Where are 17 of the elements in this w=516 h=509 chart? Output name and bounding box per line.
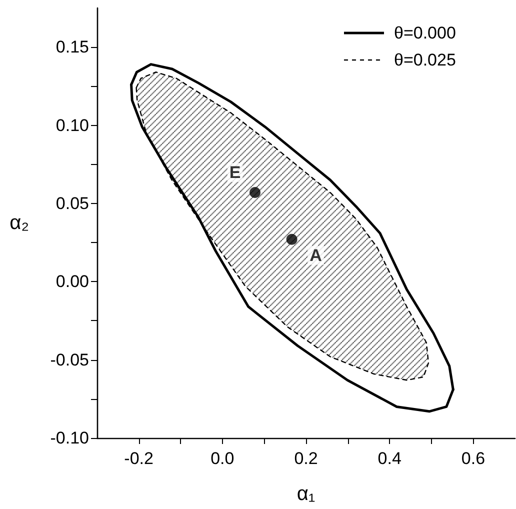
x-tick-label: 0.2 bbox=[294, 449, 318, 468]
x-tick-label: 0.6 bbox=[461, 449, 486, 468]
y-tick-label: 0.10 bbox=[56, 116, 89, 135]
x-axis-title: α₁ bbox=[296, 483, 316, 505]
x-tick-label: 0.4 bbox=[378, 449, 402, 468]
x-tick-label: 0.0 bbox=[210, 449, 234, 468]
y-tick-label: -0.05 bbox=[50, 350, 89, 370]
y-tick-label: 0.05 bbox=[56, 194, 89, 213]
y-tick-label: 0.00 bbox=[56, 272, 89, 292]
annotation: A bbox=[310, 246, 322, 265]
x-tick-label: -0.2 bbox=[124, 449, 154, 468]
y-tick-label: 0.15 bbox=[56, 38, 89, 57]
annotation: E bbox=[229, 163, 241, 182]
y-axis-title: α₂ bbox=[10, 212, 29, 234]
legend-label: θ=0.025 bbox=[394, 50, 456, 70]
y-tick-label: -0.10 bbox=[50, 428, 89, 448]
legend-label: θ=0.000 bbox=[394, 24, 456, 42]
